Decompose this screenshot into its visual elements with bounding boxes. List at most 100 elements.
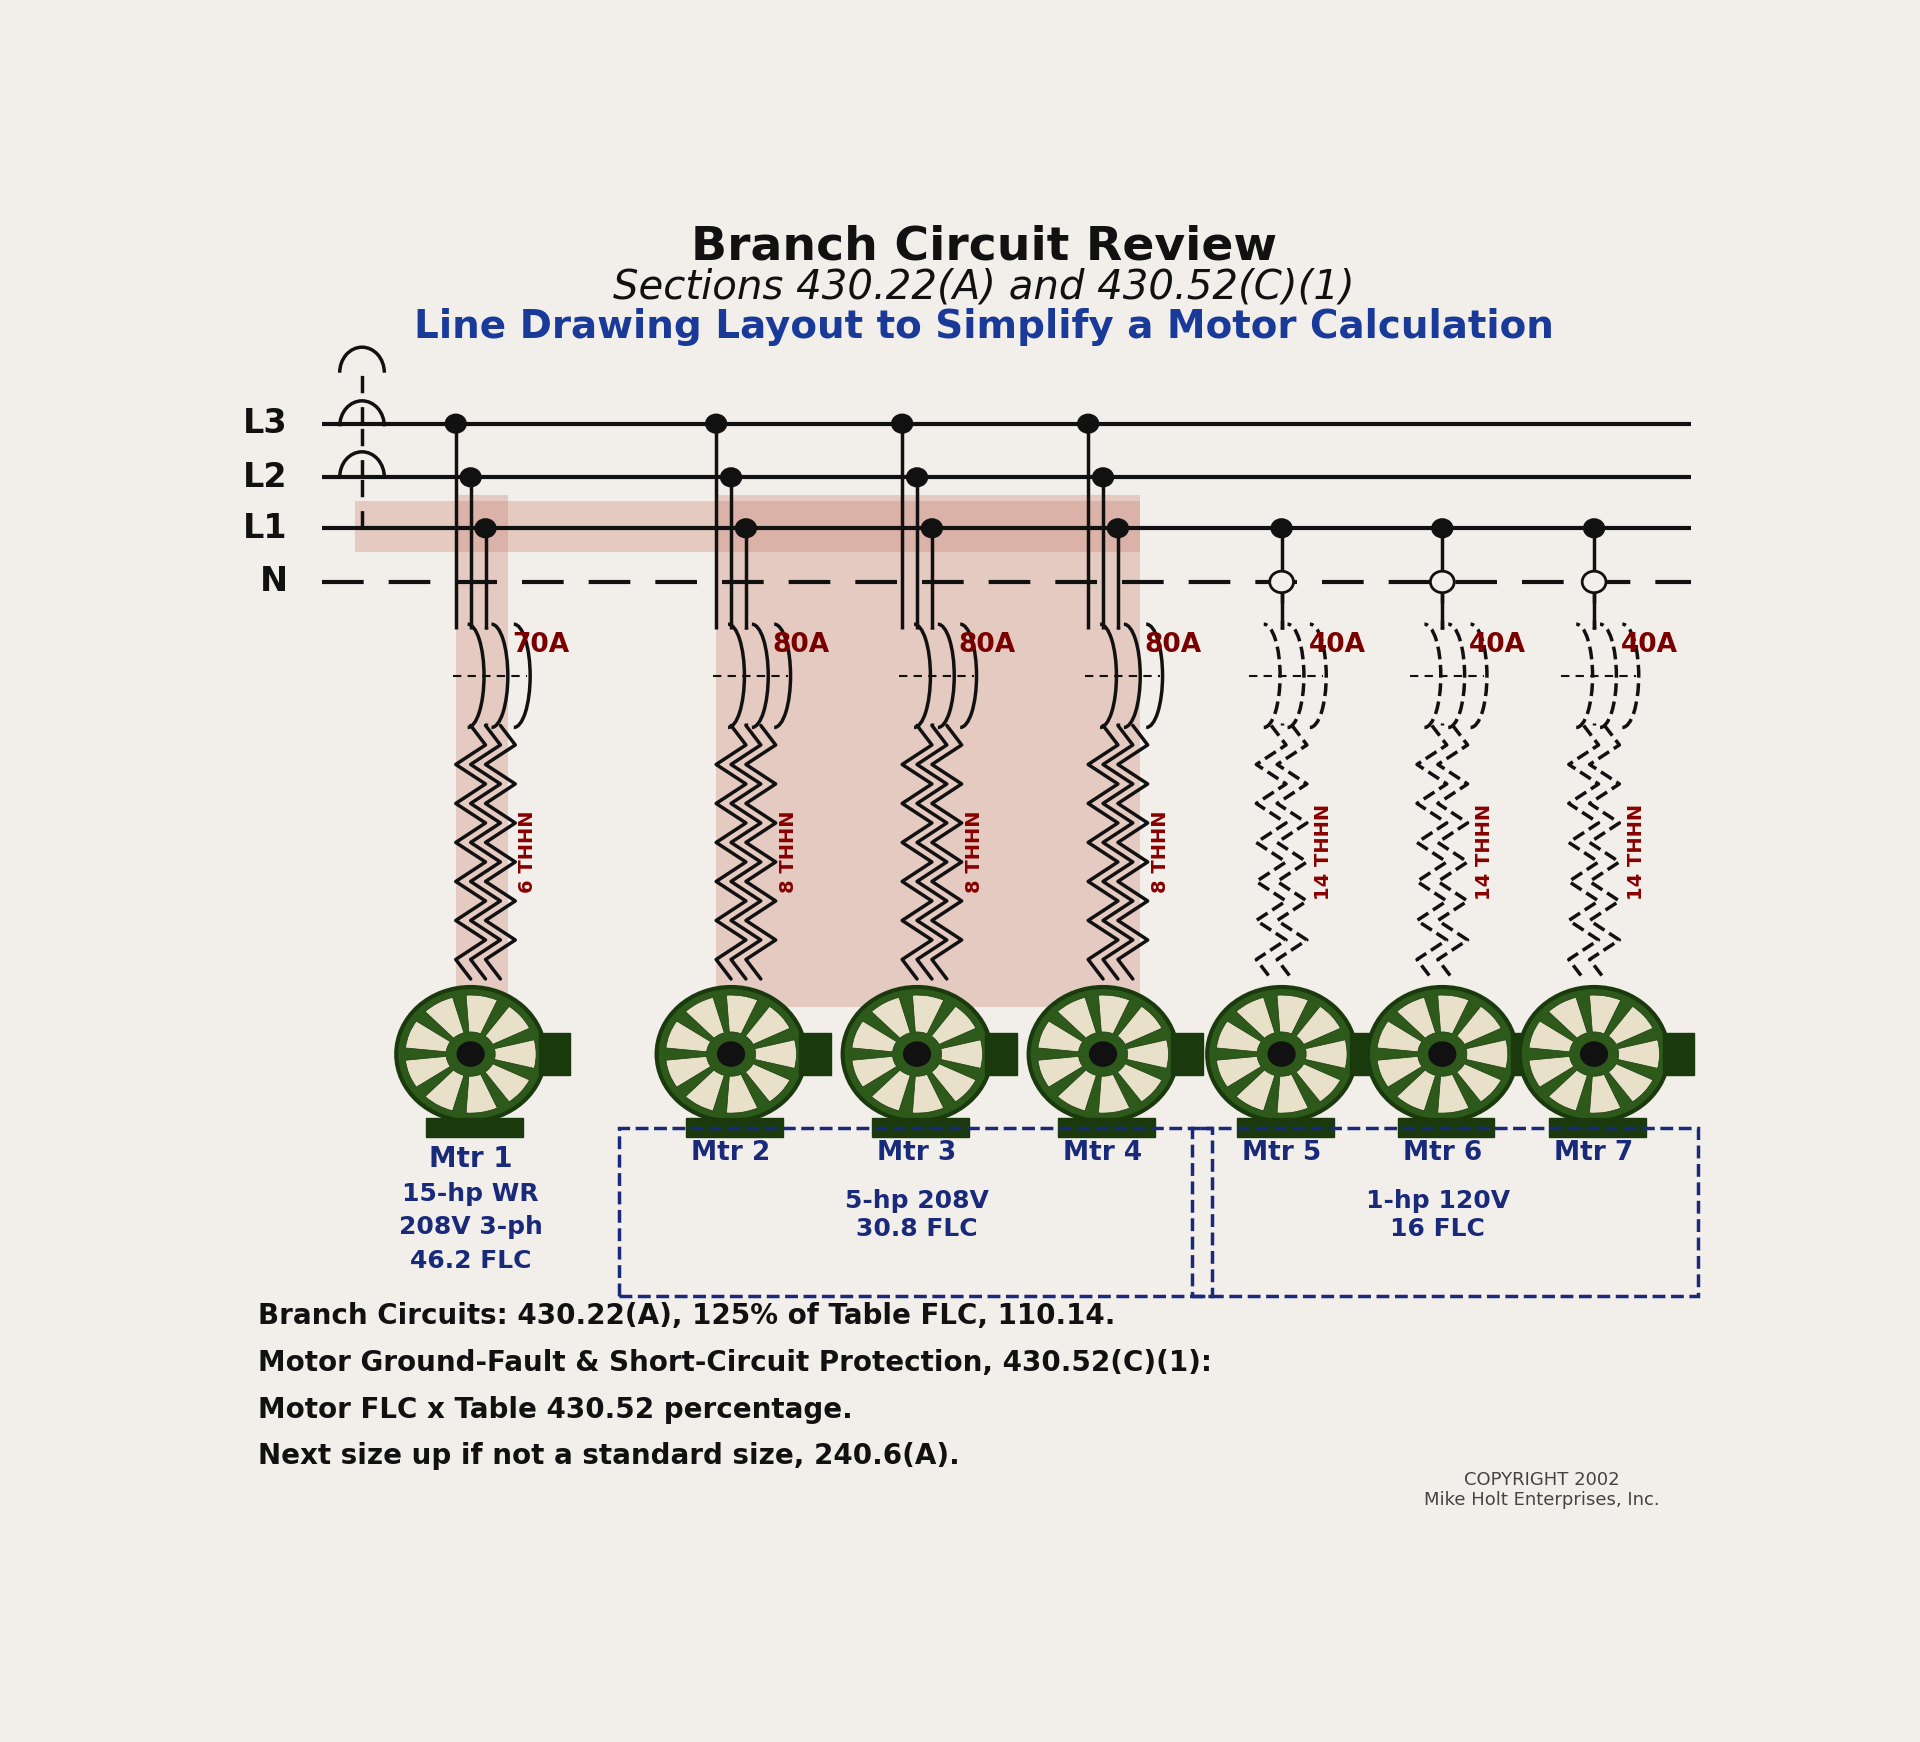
Wedge shape — [1438, 995, 1469, 1033]
Wedge shape — [1398, 998, 1436, 1038]
Text: 8 THHN: 8 THHN — [780, 812, 797, 894]
Wedge shape — [912, 1075, 943, 1113]
Wedge shape — [872, 1070, 910, 1111]
Wedge shape — [1549, 1070, 1588, 1111]
Circle shape — [1428, 1042, 1455, 1066]
Wedge shape — [1590, 1075, 1620, 1113]
Wedge shape — [755, 1040, 797, 1068]
Text: L1: L1 — [244, 512, 288, 545]
Wedge shape — [1098, 995, 1129, 1033]
Wedge shape — [1217, 1056, 1261, 1087]
Text: L2: L2 — [244, 462, 288, 493]
FancyBboxPatch shape — [355, 502, 1140, 552]
Text: Mtr 2: Mtr 2 — [691, 1139, 770, 1165]
Text: Mtr 5: Mtr 5 — [1242, 1139, 1321, 1165]
Circle shape — [1580, 1042, 1607, 1066]
Wedge shape — [1217, 1021, 1261, 1052]
Wedge shape — [1236, 1070, 1275, 1111]
Wedge shape — [852, 1021, 897, 1052]
Wedge shape — [1039, 1021, 1083, 1052]
Text: 80A: 80A — [1144, 632, 1202, 657]
Text: Branch Circuits: 430.22(A), 125% of Table FLC, 110.14.: Branch Circuits: 430.22(A), 125% of Tabl… — [257, 1301, 1116, 1329]
Polygon shape — [426, 1122, 515, 1138]
Polygon shape — [1236, 1122, 1327, 1138]
Circle shape — [461, 469, 482, 486]
Wedge shape — [852, 1056, 897, 1087]
Wedge shape — [1609, 1064, 1653, 1103]
Text: 80A: 80A — [958, 632, 1016, 657]
Circle shape — [1582, 571, 1605, 592]
Wedge shape — [931, 1007, 975, 1045]
Text: 40A: 40A — [1469, 632, 1526, 657]
Text: 80A: 80A — [772, 632, 829, 657]
Text: Branch Circuit Review: Branch Circuit Review — [691, 225, 1277, 268]
FancyBboxPatch shape — [1236, 1118, 1334, 1138]
Text: 15-hp WR: 15-hp WR — [403, 1181, 540, 1205]
Circle shape — [922, 519, 943, 538]
Circle shape — [891, 415, 912, 434]
Wedge shape — [1528, 1056, 1574, 1087]
Text: 1-hp 120V
16 FLC: 1-hp 120V 16 FLC — [1365, 1188, 1509, 1240]
Wedge shape — [726, 995, 758, 1033]
Text: 14 THHN: 14 THHN — [1315, 805, 1332, 901]
Circle shape — [1108, 519, 1129, 538]
Circle shape — [1430, 571, 1453, 592]
Text: 70A: 70A — [513, 632, 570, 657]
FancyBboxPatch shape — [540, 1033, 570, 1075]
Wedge shape — [424, 1070, 465, 1111]
Text: 208V 3-ph: 208V 3-ph — [399, 1216, 543, 1239]
Polygon shape — [687, 1122, 776, 1138]
Wedge shape — [1039, 1056, 1083, 1087]
FancyBboxPatch shape — [1171, 1033, 1202, 1075]
Wedge shape — [1296, 1064, 1340, 1103]
Circle shape — [904, 1042, 931, 1066]
FancyBboxPatch shape — [1663, 1033, 1693, 1075]
Text: 8 THHN: 8 THHN — [964, 812, 983, 894]
FancyBboxPatch shape — [426, 1118, 522, 1138]
Circle shape — [1092, 469, 1114, 486]
Circle shape — [1077, 415, 1098, 434]
Wedge shape — [467, 1075, 497, 1113]
Wedge shape — [1377, 1056, 1423, 1087]
Wedge shape — [1117, 1064, 1162, 1103]
Circle shape — [1208, 988, 1356, 1122]
Wedge shape — [1619, 1040, 1659, 1068]
Text: 40A: 40A — [1620, 632, 1678, 657]
Wedge shape — [1590, 995, 1620, 1033]
Text: Mtr 4: Mtr 4 — [1064, 1139, 1142, 1165]
Circle shape — [1269, 1042, 1294, 1066]
Wedge shape — [1457, 1064, 1501, 1103]
Wedge shape — [872, 998, 910, 1038]
Wedge shape — [1377, 1021, 1423, 1052]
Wedge shape — [666, 1056, 710, 1087]
Text: Mtr 3: Mtr 3 — [877, 1139, 956, 1165]
Wedge shape — [1236, 998, 1275, 1038]
Text: Sections 430.22(A) and 430.52(C)(1): Sections 430.22(A) and 430.52(C)(1) — [612, 267, 1356, 307]
Wedge shape — [1058, 1070, 1096, 1111]
FancyBboxPatch shape — [687, 1118, 783, 1138]
Text: Mtr 6: Mtr 6 — [1404, 1139, 1482, 1165]
Wedge shape — [1277, 1075, 1308, 1113]
Text: N: N — [259, 566, 288, 599]
Polygon shape — [1398, 1122, 1486, 1138]
Wedge shape — [486, 1007, 530, 1045]
Wedge shape — [405, 1056, 451, 1087]
Text: Motor Ground-Fault & Short-Circuit Protection, 430.52(C)(1):: Motor Ground-Fault & Short-Circuit Prote… — [257, 1348, 1212, 1376]
Text: Next size up if not a standard size, 240.6(A).: Next size up if not a standard size, 240… — [257, 1442, 960, 1470]
Wedge shape — [931, 1064, 975, 1103]
Circle shape — [843, 988, 991, 1122]
Circle shape — [1029, 988, 1177, 1122]
Text: 14 THHN: 14 THHN — [1475, 805, 1494, 901]
Text: Mtr 1: Mtr 1 — [428, 1144, 513, 1174]
Wedge shape — [745, 1064, 789, 1103]
Wedge shape — [685, 1070, 724, 1111]
Text: Line Drawing Layout to Simplify a Motor Calculation: Line Drawing Layout to Simplify a Motor … — [415, 308, 1553, 347]
Wedge shape — [726, 1075, 758, 1113]
Wedge shape — [495, 1040, 536, 1068]
Circle shape — [1432, 519, 1453, 538]
Circle shape — [906, 469, 927, 486]
Text: 46.2 FLC: 46.2 FLC — [409, 1249, 532, 1273]
Wedge shape — [1296, 1007, 1340, 1045]
Text: 14 THHN: 14 THHN — [1626, 805, 1645, 901]
Circle shape — [1091, 1042, 1116, 1066]
